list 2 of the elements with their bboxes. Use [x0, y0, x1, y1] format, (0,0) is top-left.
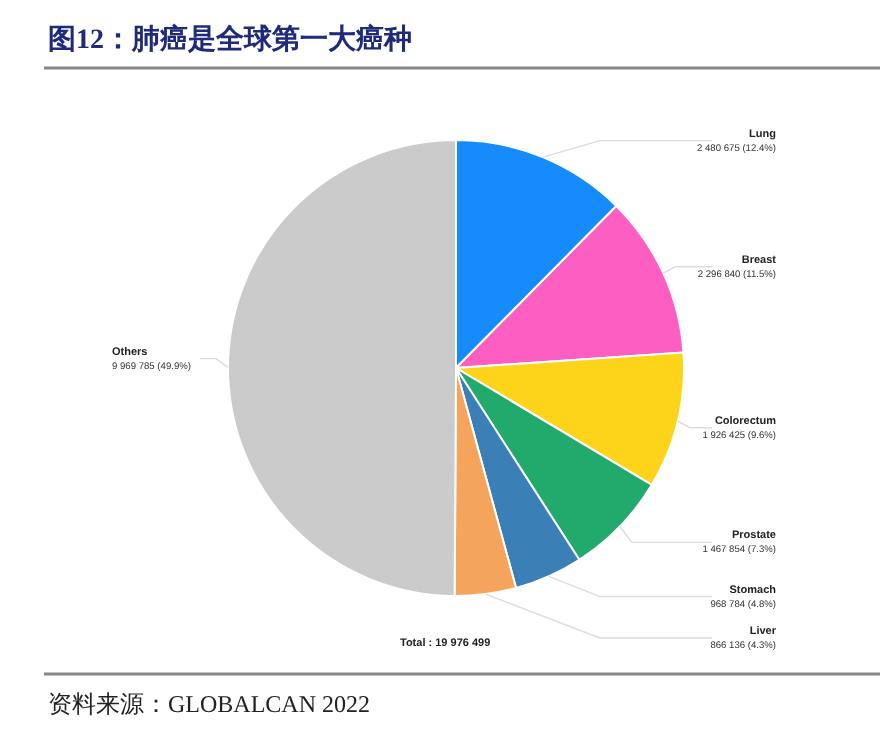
text: 资料来源：GLOBALCAN 2022 — [48, 690, 370, 718]
chart-title: 图12：肺癌是全球第一大癌种 — [48, 22, 412, 56]
